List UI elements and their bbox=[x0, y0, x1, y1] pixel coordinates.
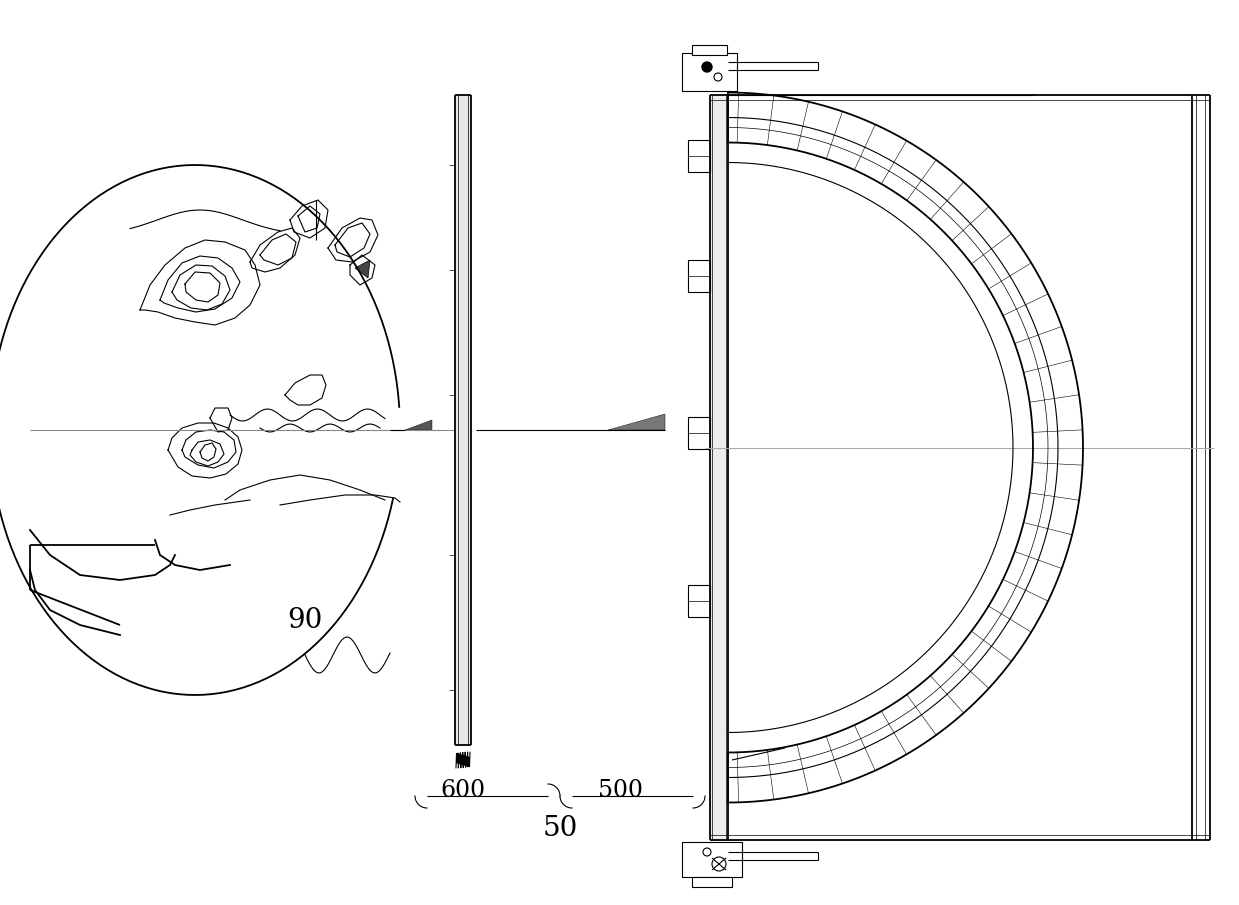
Text: 600: 600 bbox=[440, 778, 486, 802]
Text: 90: 90 bbox=[287, 606, 322, 634]
Text: 500: 500 bbox=[597, 778, 643, 802]
Circle shape bbox=[703, 848, 711, 856]
Bar bbox=[688, 260, 710, 292]
Polygon shape bbox=[405, 420, 432, 430]
Bar bbox=[710, 95, 729, 840]
Text: 50: 50 bbox=[543, 814, 577, 842]
Bar bbox=[688, 140, 710, 172]
Polygon shape bbox=[356, 260, 370, 278]
Circle shape bbox=[714, 73, 722, 81]
Polygon shape bbox=[608, 414, 665, 430]
Bar bbox=[693, 45, 727, 55]
Bar bbox=[681, 53, 737, 91]
Bar bbox=[455, 95, 471, 745]
Bar bbox=[688, 417, 710, 449]
Bar bbox=[693, 877, 732, 887]
Bar bbox=[681, 842, 742, 877]
Bar bbox=[688, 585, 710, 617]
Circle shape bbox=[712, 857, 726, 871]
Circle shape bbox=[703, 62, 712, 72]
